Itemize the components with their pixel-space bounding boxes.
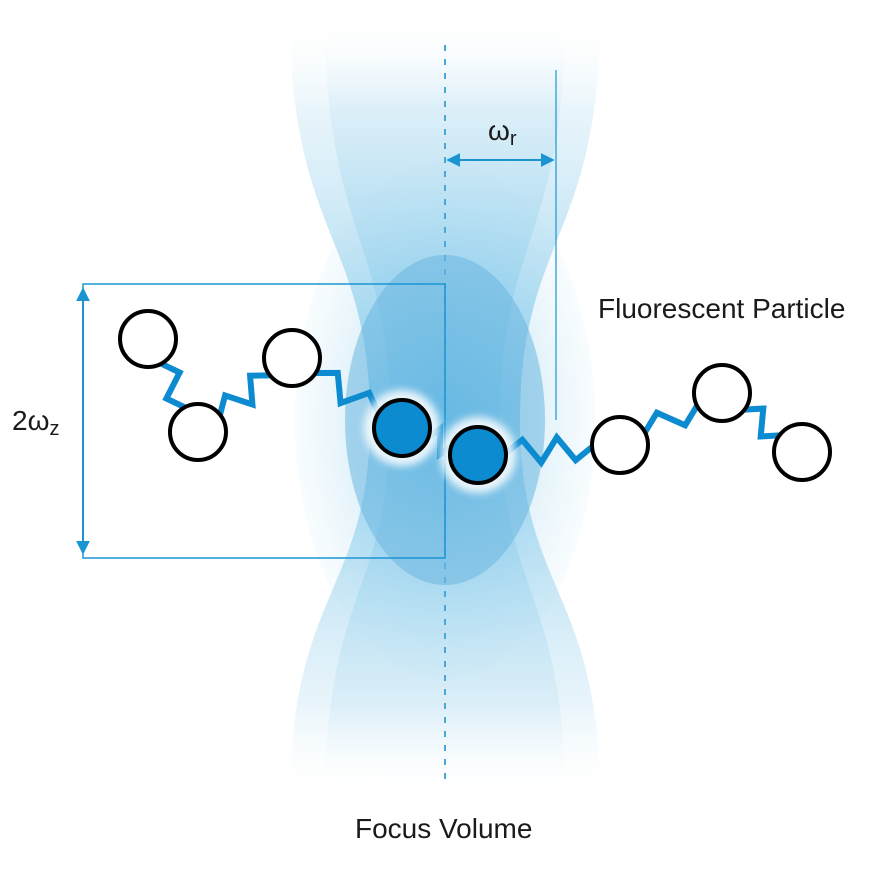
label-fluorescent-particle: Fluorescent Particle [598, 293, 845, 324]
particle [592, 417, 648, 473]
particle-path-segment [645, 406, 697, 433]
label-focus-volume: Focus Volume [355, 813, 532, 844]
particle-path-segment [745, 409, 780, 437]
particle-fluorescent [374, 400, 430, 456]
particle [120, 311, 176, 367]
particle-path-segment [220, 375, 270, 414]
particle [774, 424, 830, 480]
omega-z-label: 2ωz [12, 405, 59, 440]
particle-path-segment [161, 364, 184, 408]
particle-fluorescent [450, 427, 506, 483]
particle [264, 330, 320, 386]
particle [170, 404, 226, 460]
particle [694, 365, 750, 421]
